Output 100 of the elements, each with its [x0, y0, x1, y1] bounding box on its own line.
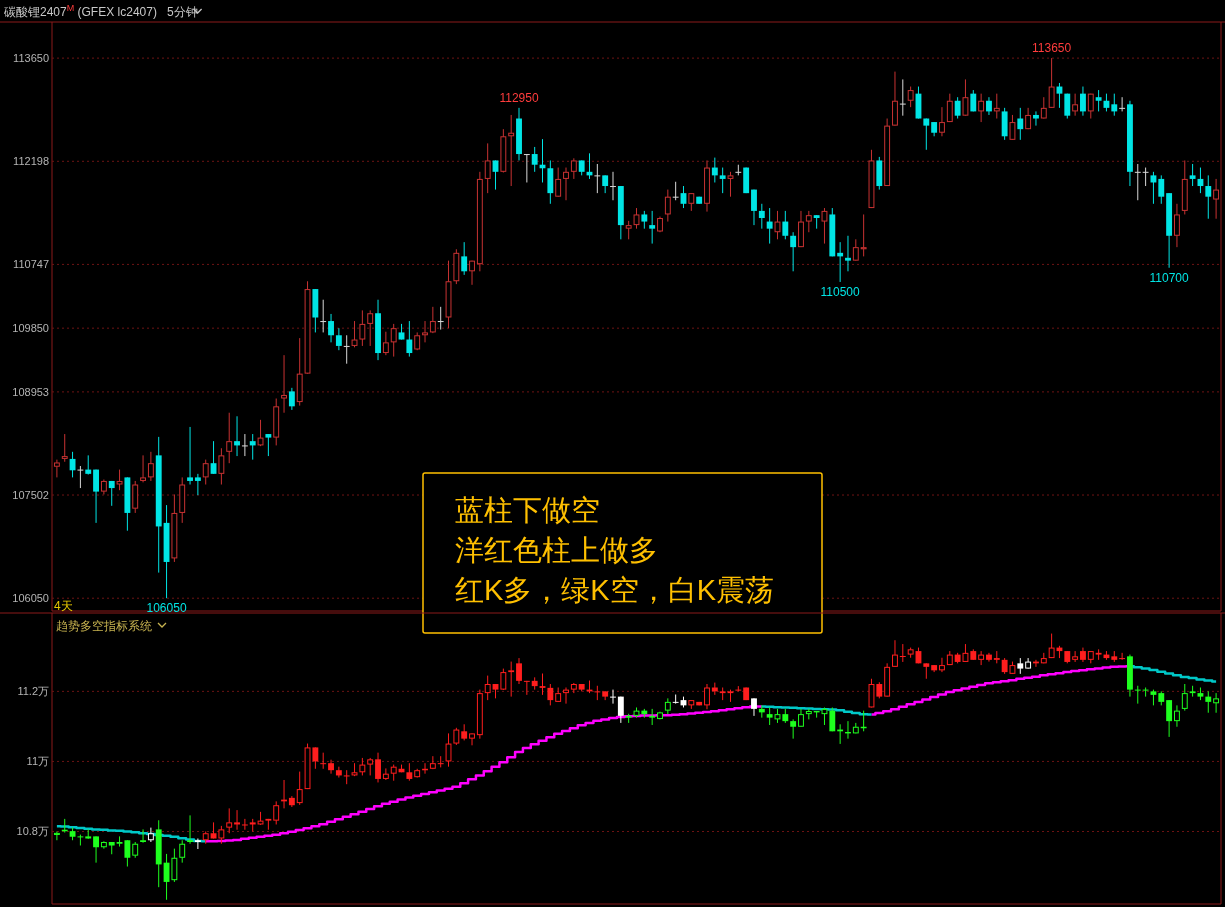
candlestick: [939, 106, 945, 137]
candlestick: [179, 839, 186, 864]
candlestick: [194, 837, 201, 850]
candlestick: [516, 657, 522, 685]
annotation: 110700: [1149, 270, 1190, 285]
candlestick: [1119, 652, 1126, 661]
candlestick: [672, 181, 679, 201]
candlestick: [234, 809, 240, 831]
candlestick: [147, 451, 154, 482]
candlestick: [610, 171, 616, 201]
candlestick: [1142, 167, 1149, 187]
candlestick: [492, 159, 499, 191]
candlestick: [328, 313, 334, 343]
candlestick: [1072, 93, 1079, 117]
candlestick: [1213, 178, 1220, 220]
candlestick: [140, 828, 146, 844]
candlestick: [273, 800, 280, 825]
candlestick: [241, 433, 248, 457]
candlestick: [328, 759, 334, 775]
candlestick: [508, 661, 515, 698]
candlestick: [281, 354, 287, 414]
candlestick: [1048, 633, 1055, 659]
candlestick: [461, 241, 468, 276]
candlestick: [77, 465, 84, 489]
candlestick: [547, 683, 554, 706]
candlestick: [852, 238, 859, 262]
candlestick: [1017, 107, 1024, 141]
candlestick: [523, 680, 530, 696]
candlestick: [892, 639, 898, 668]
candlestick: [633, 207, 640, 230]
candlestick: [625, 220, 632, 240]
candlestick: [751, 189, 757, 226]
candlestick: [61, 433, 68, 463]
chart-title: 趋势多空指标系统: [56, 619, 152, 633]
candlestick: [241, 818, 248, 831]
candlestick: [993, 93, 1000, 120]
y-tick-label: 106050: [12, 592, 49, 605]
y-tick-label: 110747: [13, 258, 49, 271]
candlestick: [257, 419, 264, 447]
candlestick: [187, 426, 193, 485]
candlestick: [93, 469, 99, 524]
candlestick: [234, 415, 240, 457]
candlestick: [1213, 692, 1220, 714]
candlestick: [954, 96, 961, 120]
candlestick: [1111, 93, 1118, 117]
annotation: 110500: [820, 284, 861, 299]
candlestick: [147, 827, 154, 843]
annotation: 106050: [146, 601, 187, 616]
candlestick: [202, 459, 209, 485]
candlestick: [484, 142, 491, 194]
candlestick: [140, 454, 146, 483]
annotation: 113650: [1032, 41, 1072, 56]
y-tick-label: 112198: [13, 155, 49, 168]
candlestick: [53, 459, 60, 478]
candlestick: [218, 447, 225, 485]
candlestick: [382, 331, 389, 356]
candlestick: [429, 755, 436, 770]
candlestick: [594, 163, 601, 194]
chart-title: 碳酸锂2407$^{M}$ (GFEX lc2407): [3, 3, 157, 19]
candlestick: [790, 231, 797, 272]
y-tick-label: 10.8万: [16, 825, 49, 838]
chart-subtitle: 5分钟: [166, 5, 198, 19]
candlestick: [390, 323, 397, 358]
candlestick: [978, 93, 985, 123]
candlestick: [923, 118, 930, 151]
candlestick: [766, 207, 773, 245]
candlestick: [320, 299, 327, 333]
candlestick: [500, 668, 507, 691]
candlestick: [719, 167, 726, 194]
candlestick: [1072, 650, 1079, 663]
candlestick: [790, 718, 797, 740]
candlestick: [727, 171, 734, 198]
candlestick: [563, 167, 569, 201]
y-tick-label: 107502: [12, 488, 49, 501]
candlestick: [523, 153, 530, 183]
candlestick: [1181, 683, 1188, 712]
y-tick-label: 11万: [26, 755, 49, 768]
candlestick: [939, 657, 945, 673]
candlestick: [406, 320, 413, 358]
candlestick: [367, 309, 374, 347]
candlestick: [978, 650, 985, 666]
candlestick: [1033, 110, 1039, 127]
candlestick: [821, 207, 828, 245]
candlestick: [93, 835, 99, 864]
candlestick: [758, 203, 765, 230]
candlestick: [226, 412, 233, 464]
annotation: 蓝柱下做空: [455, 494, 600, 526]
candlestick: [907, 86, 914, 108]
y-tick-label: 108953: [12, 385, 49, 398]
candlestick: [1048, 57, 1055, 109]
candlestick: [469, 732, 475, 746]
candlestick: [1040, 96, 1047, 120]
candlestick: [704, 683, 710, 710]
candlestick: [226, 807, 233, 834]
candlestick: [1205, 690, 1212, 714]
candlestick: [860, 213, 867, 257]
candlestick: [892, 71, 898, 127]
candlestick: [1087, 93, 1094, 120]
candlestick: [53, 830, 60, 841]
annotation: 红K多，绿K空，白K震荡: [455, 574, 775, 606]
